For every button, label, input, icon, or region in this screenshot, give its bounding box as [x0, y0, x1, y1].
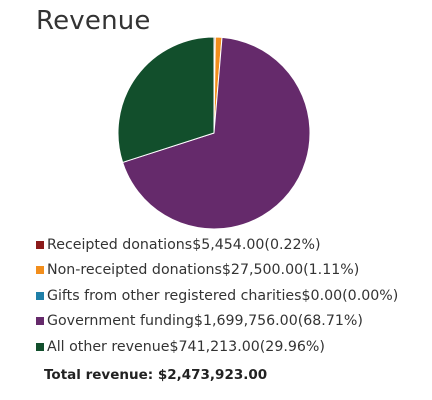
legend-label: Receipted donations: [47, 236, 193, 253]
legend-percent: (0.22%): [264, 236, 321, 253]
legend-item-government-funding: Government funding $1,699,756.00 (68.71%…: [36, 309, 398, 335]
pie-slice-government-funding: [122, 36, 311, 230]
legend-label: Gifts from other registered charities: [47, 287, 302, 304]
total-revenue: Total revenue: $2,473,923.00: [44, 367, 268, 383]
legend-value: $1,699,756.00: [193, 313, 298, 330]
legend-item-gifts-from-other-registered-charities: Gifts from other registered charities $0…: [36, 283, 398, 309]
legend-value: $27,500.00: [221, 262, 304, 279]
legend-value: $741,213.00: [169, 338, 260, 355]
legend-swatch: [36, 240, 44, 249]
chart-legend: Receipted donations $5,454.00 (0.22%) Non…: [36, 232, 398, 360]
legend-percent: (68.71%): [297, 313, 363, 330]
pie-svg: [117, 36, 311, 230]
legend-value: $5,454.00: [192, 236, 265, 253]
legend-label: Non-receipted donations: [47, 262, 222, 279]
pie-chart: [117, 36, 311, 230]
legend-item-all-other-revenue: All other revenue $741,213.00 (29.96%): [36, 334, 398, 360]
legend-percent: (29.96%): [259, 338, 325, 355]
legend-swatch: [36, 266, 44, 275]
legend-swatch: [36, 317, 44, 326]
legend-percent: (1.11%): [303, 262, 360, 279]
legend-item-receipted-donations: Receipted donations $5,454.00 (0.22%): [36, 232, 398, 258]
legend-percent: (0.00%): [342, 287, 399, 304]
legend-label: All other revenue: [47, 338, 170, 355]
legend-label: Government funding: [47, 313, 194, 330]
legend-item-non-receipted-donations: Non-receipted donations $27,500.00 (1.11…: [36, 258, 398, 284]
legend-swatch: [36, 291, 44, 300]
pie-slice-all-other-revenue: [117, 36, 215, 163]
legend-value: $0.00: [301, 287, 343, 304]
legend-swatch: [36, 342, 44, 351]
chart-title: Revenue: [36, 6, 151, 36]
